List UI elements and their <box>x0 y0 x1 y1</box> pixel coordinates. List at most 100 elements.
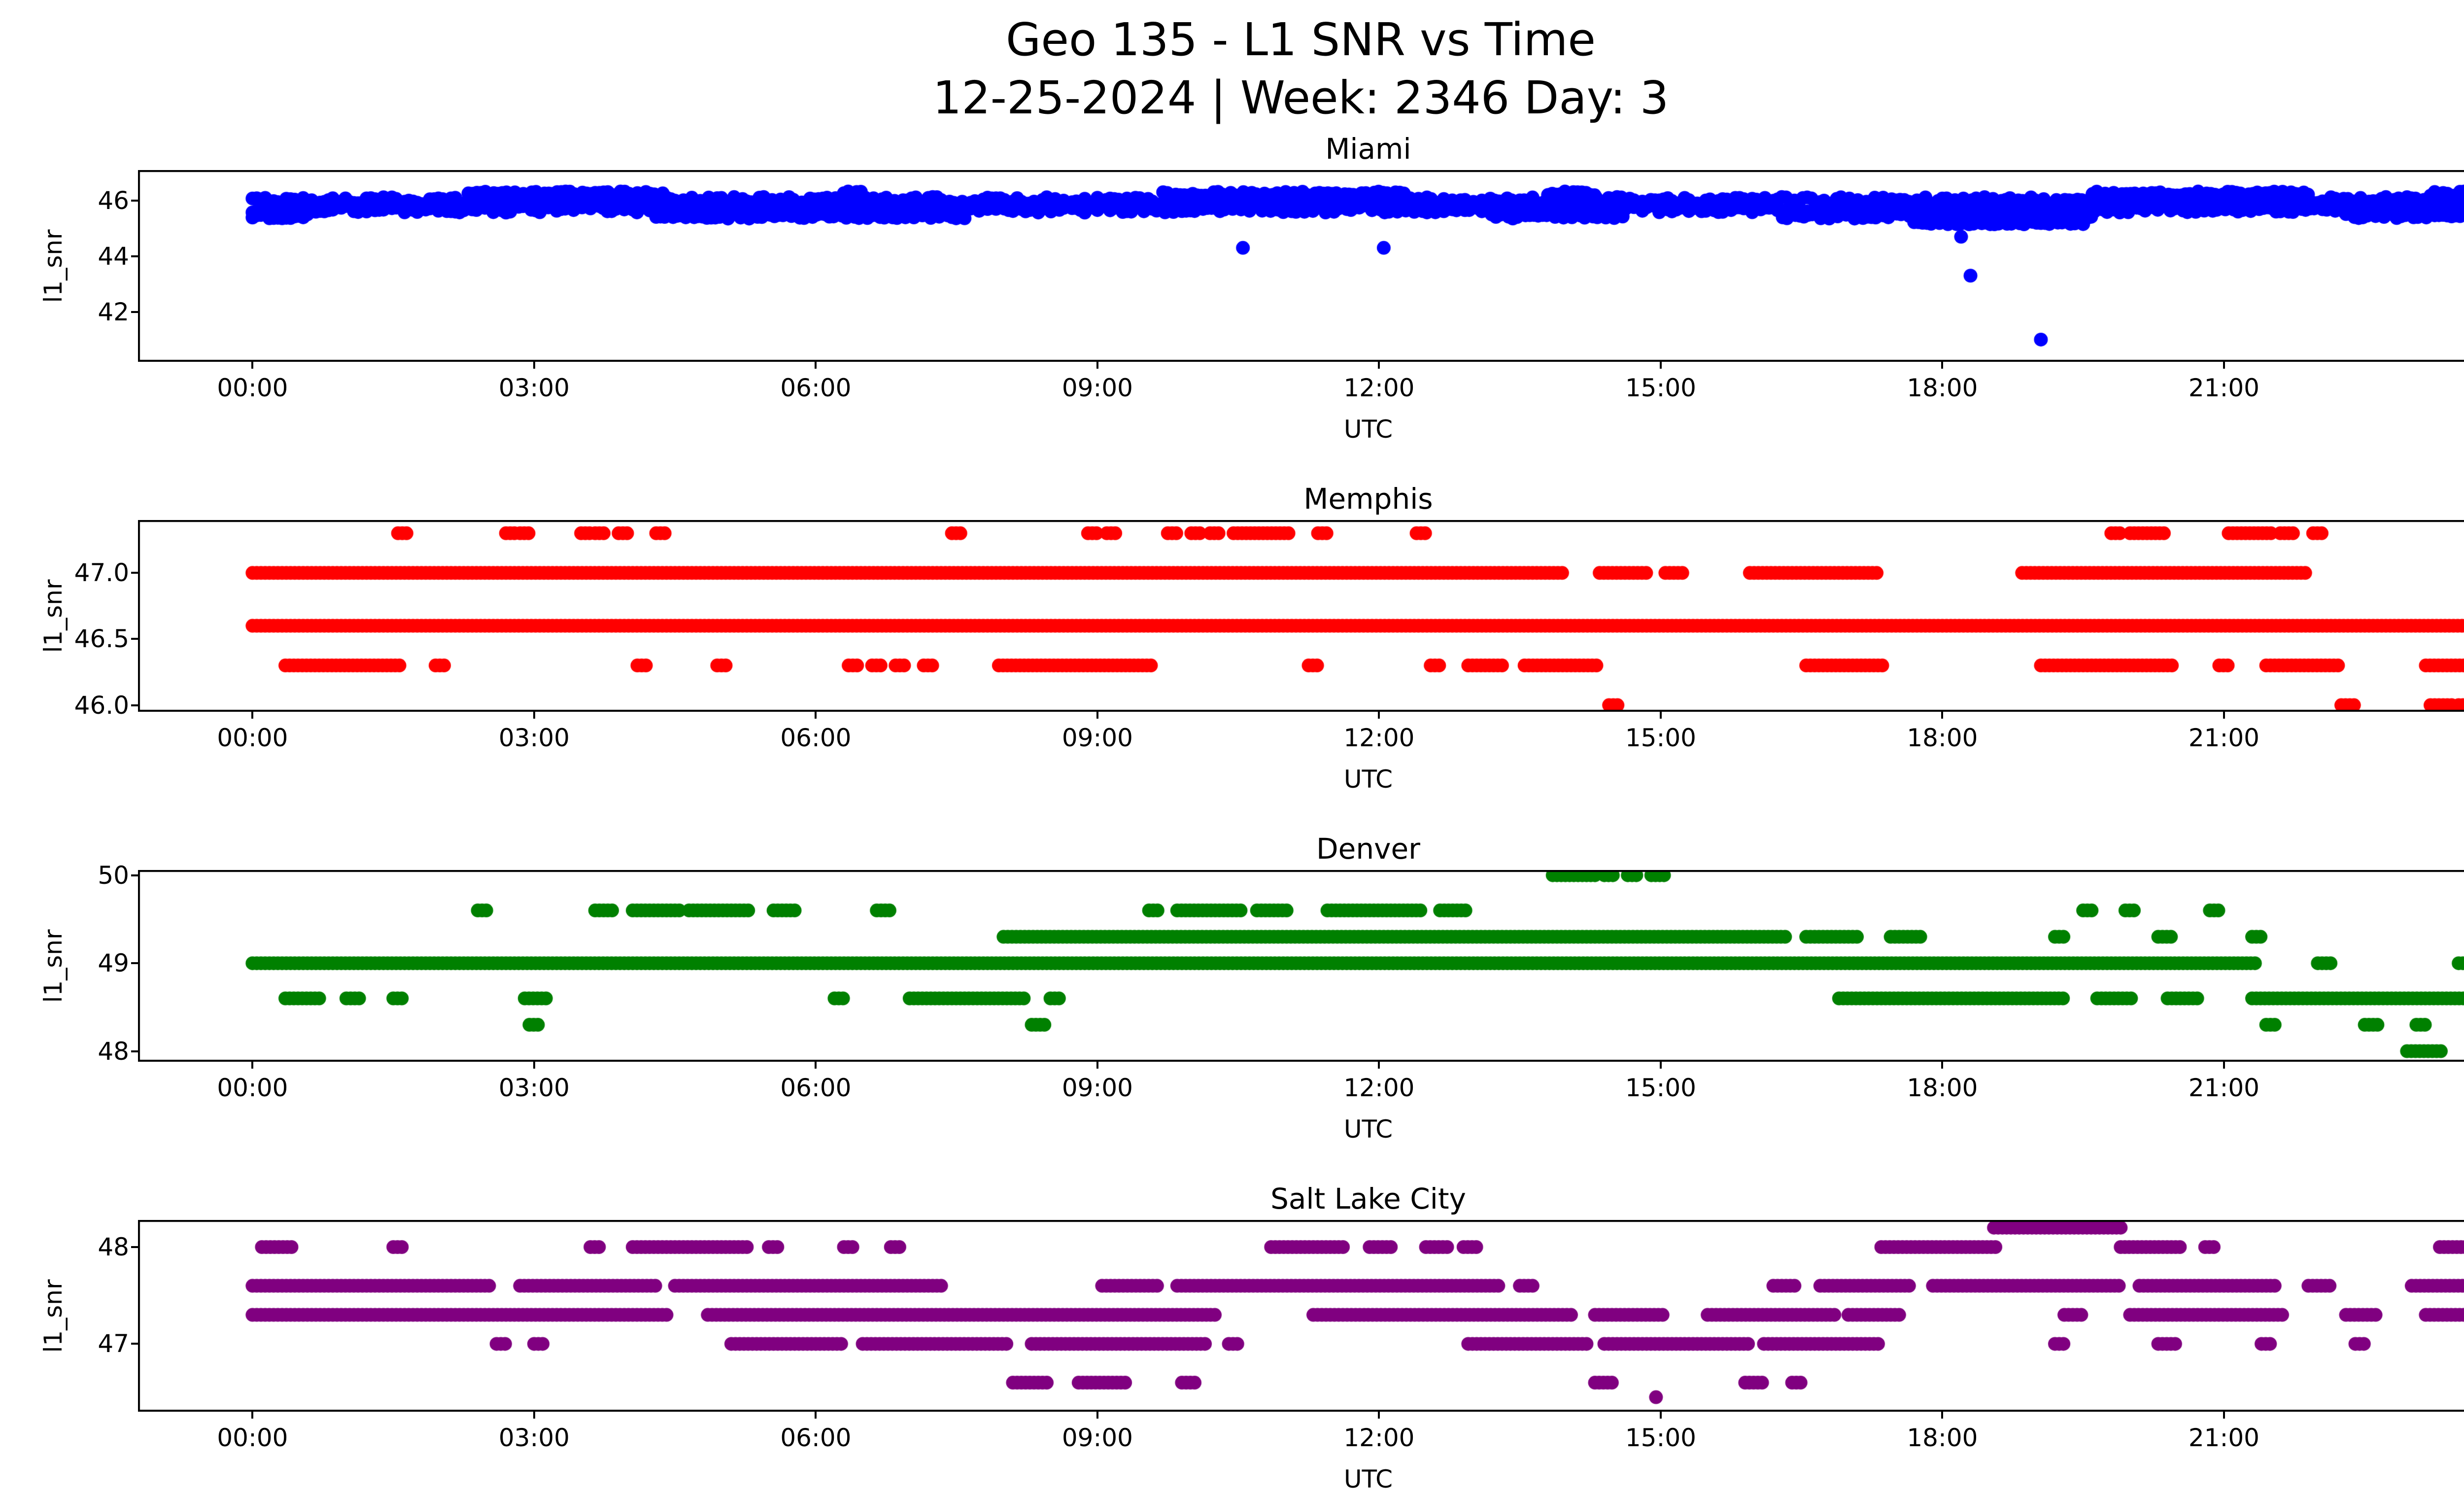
x-axis-label-salt-lake-city: UTC <box>1343 1465 1393 1494</box>
x-tick-mark <box>815 1412 817 1419</box>
x-tick-mark <box>533 362 535 369</box>
x-tick-mark <box>1378 1412 1380 1419</box>
x-tick-label: 09:00 <box>1061 724 1133 752</box>
figure-title: Geo 135 - L1 SNR vs Time 12-25-2024 | We… <box>0 11 2464 127</box>
x-tick-mark <box>2223 362 2225 369</box>
x-tick-mark <box>1941 1062 1944 1069</box>
x-tick-mark <box>1941 712 1944 719</box>
x-tick-label: 00:00 <box>2441 1424 2464 1452</box>
y-tick-mark <box>131 704 138 706</box>
x-tick-label: 06:00 <box>780 1424 852 1452</box>
x-tick-mark <box>2223 712 2225 719</box>
scatter-canvas-denver <box>138 870 2464 1062</box>
x-tick-mark <box>1941 1412 1944 1419</box>
y-tick-label: 50 <box>98 861 129 890</box>
x-tick-mark <box>1941 362 1944 369</box>
x-axis-label-memphis: UTC <box>1343 765 1393 794</box>
x-tick-mark <box>533 1412 535 1419</box>
y-tick-label: 48 <box>98 1037 129 1066</box>
x-tick-label: 03:00 <box>498 374 570 402</box>
x-tick-mark <box>251 1412 254 1419</box>
x-tick-label: 18:00 <box>1907 374 1978 402</box>
x-tick-label: 12:00 <box>1343 374 1415 402</box>
y-tick-label: 46.0 <box>74 691 129 720</box>
subplot-title-denver: Denver <box>1316 832 1420 866</box>
y-tick-label: 46.5 <box>74 625 129 654</box>
x-tick-label: 15:00 <box>1625 724 1696 752</box>
x-tick-label: 21:00 <box>2188 374 2259 402</box>
x-tick-mark <box>251 1062 254 1069</box>
x-tick-mark <box>2223 1062 2225 1069</box>
x-tick-label: 00:00 <box>217 724 288 752</box>
y-tick-mark <box>131 572 138 574</box>
y-tick-mark <box>131 255 138 257</box>
x-tick-label: 21:00 <box>2188 724 2259 752</box>
x-tick-mark <box>533 1062 535 1069</box>
y-tick-label: 49 <box>98 949 129 978</box>
x-tick-mark <box>2223 1412 2225 1419</box>
x-tick-label: 09:00 <box>1061 1074 1133 1102</box>
subplot-title-memphis: Memphis <box>1303 482 1433 516</box>
figure-title-line2: 12-25-2024 | Week: 2346 Day: 3 <box>932 71 1669 124</box>
x-tick-label: 21:00 <box>2188 1424 2259 1452</box>
x-tick-label: 06:00 <box>780 374 852 402</box>
y-tick-label: 47 <box>98 1329 129 1358</box>
x-tick-label: 12:00 <box>1343 1424 1415 1452</box>
x-tick-mark <box>1659 362 1662 369</box>
x-tick-label: 09:00 <box>1061 374 1133 402</box>
x-tick-mark <box>1659 1062 1662 1069</box>
x-tick-label: 18:00 <box>1907 724 1978 752</box>
x-tick-label: 15:00 <box>1625 1074 1696 1102</box>
x-axis-label-miami: UTC <box>1343 415 1393 444</box>
x-tick-mark <box>533 712 535 719</box>
x-tick-label: 15:00 <box>1625 374 1696 402</box>
x-tick-label: 03:00 <box>498 1074 570 1102</box>
x-tick-mark <box>251 362 254 369</box>
y-tick-mark <box>131 638 138 640</box>
scatter-canvas-salt-lake-city <box>138 1220 2464 1412</box>
x-tick-label: 18:00 <box>1907 1074 1978 1102</box>
x-tick-mark <box>1659 1412 1662 1419</box>
x-tick-mark <box>815 712 817 719</box>
y-tick-mark <box>131 1050 138 1052</box>
y-tick-label: 42 <box>98 297 129 326</box>
y-tick-mark <box>131 200 138 202</box>
y-tick-mark <box>131 874 138 876</box>
x-tick-label: 12:00 <box>1343 1074 1415 1102</box>
x-tick-label: 00:00 <box>217 1074 288 1102</box>
subplot-title-miami: Miami <box>1325 132 1411 166</box>
x-tick-mark <box>1378 712 1380 719</box>
subplot-title-salt-lake-city: Salt Lake City <box>1270 1182 1466 1216</box>
y-tick-mark <box>131 311 138 313</box>
x-tick-mark <box>1096 1062 1098 1069</box>
y-axis-label-salt-lake-city: l1_snr <box>39 1279 68 1353</box>
x-tick-mark <box>1659 712 1662 719</box>
x-tick-mark <box>815 362 817 369</box>
y-tick-label: 48 <box>98 1233 129 1261</box>
x-tick-mark <box>1378 362 1380 369</box>
y-tick-label: 44 <box>98 242 129 271</box>
x-tick-label: 06:00 <box>780 1074 852 1102</box>
x-tick-mark <box>251 712 254 719</box>
y-tick-mark <box>131 962 138 965</box>
x-tick-label: 03:00 <box>498 1424 570 1452</box>
x-tick-label: 12:00 <box>1343 724 1415 752</box>
y-tick-label: 46 <box>98 186 129 215</box>
x-tick-mark <box>1096 1412 1098 1419</box>
x-tick-label: 21:00 <box>2188 1074 2259 1102</box>
y-tick-mark <box>131 1246 138 1248</box>
x-tick-label: 03:00 <box>498 724 570 752</box>
x-tick-mark <box>1096 712 1098 719</box>
x-tick-mark <box>1378 1062 1380 1069</box>
x-tick-label: 00:00 <box>217 1424 288 1452</box>
x-tick-label: 00:00 <box>217 374 288 402</box>
x-axis-label-denver: UTC <box>1343 1115 1393 1144</box>
x-tick-label: 15:00 <box>1625 1424 1696 1452</box>
x-tick-label: 09:00 <box>1061 1424 1133 1452</box>
scatter-canvas-miami <box>138 170 2464 362</box>
